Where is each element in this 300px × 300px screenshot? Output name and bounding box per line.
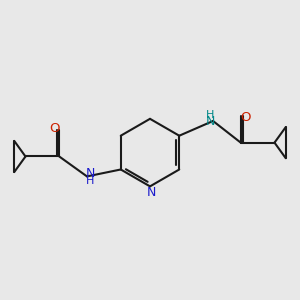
Text: N: N <box>86 167 95 180</box>
Text: N: N <box>206 116 215 128</box>
Text: O: O <box>241 111 251 124</box>
Text: H: H <box>86 176 94 186</box>
Text: O: O <box>49 122 60 135</box>
Text: N: N <box>147 186 156 199</box>
Text: H: H <box>206 110 214 120</box>
